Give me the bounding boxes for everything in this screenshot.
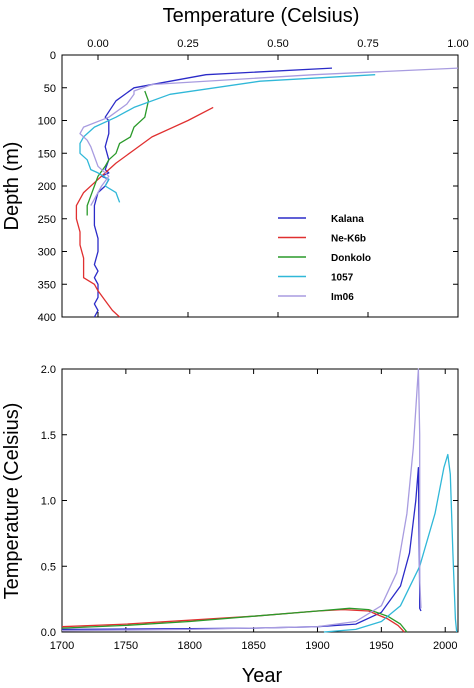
bottom-y-tick-label: 0.5 <box>41 561 56 573</box>
top-y-tick-label: 200 <box>38 181 56 193</box>
bottom-x-tick-label: 1750 <box>114 640 138 652</box>
top-y-ticks: 0 50 100 150 200 250 300 350 400 <box>38 50 458 324</box>
top-series-line-donkolo <box>86 90 150 216</box>
top-series-group <box>75 67 459 318</box>
top-x-axis-title: Temperature (Celsius) <box>163 5 360 27</box>
bottom-series-line-kalana <box>61 466 422 631</box>
top-y-tick-label: 400 <box>38 312 56 324</box>
bottom-x-tick-label: 1850 <box>241 640 265 652</box>
top-y-axis-title: Depth (m) <box>1 142 23 231</box>
depth-profile-chart: Temperature (Celsius) Depth (m) 0.00 0.25… <box>1 5 469 324</box>
legend-label-1057: 1057 <box>331 273 354 284</box>
bottom-series-line-im06 <box>61 368 422 632</box>
legend-label-donkolo: Donkolo <box>331 253 371 264</box>
top-x-tick-label: 0.50 <box>267 38 288 50</box>
bottom-y-ticks: 0.0 0.5 1.0 1.5 2.0 <box>41 364 458 639</box>
top-series-line-im06 <box>79 67 459 206</box>
top-series-line-ne-k6b <box>75 106 214 318</box>
bottom-x-tick-label: 1700 <box>50 640 74 652</box>
bottom-y-tick-label: 0.0 <box>41 627 56 639</box>
bottom-x-tick-label: 1900 <box>305 640 329 652</box>
temperature-history-chart: Temperature (Celsius) Year 1700 1750 1800 1… <box>1 364 459 687</box>
top-y-tick-label: 0 <box>50 50 56 62</box>
bottom-x-axis-title: Year <box>242 665 283 687</box>
legend-label-im06: Im06 <box>331 292 354 303</box>
top-y-tick-label: 150 <box>38 148 56 160</box>
top-y-tick-label: 350 <box>38 279 56 291</box>
top-y-tick-label: 300 <box>38 247 56 259</box>
top-y-tick-label: 250 <box>38 214 56 226</box>
top-x-tick-label: 1.00 <box>447 38 468 50</box>
top-series-line-kalana <box>93 67 333 318</box>
top-x-tick-label: 0.00 <box>87 38 108 50</box>
bottom-plot-frame <box>61 368 459 633</box>
bottom-y-axis-title: Temperature (Celsius) <box>1 403 23 600</box>
top-plot-frame <box>61 54 459 318</box>
bottom-y-tick-label: 2.0 <box>41 364 56 376</box>
top-x-tick-label: 0.75 <box>357 38 378 50</box>
top-y-tick-label: 50 <box>44 83 56 95</box>
bottom-series-group <box>61 368 458 633</box>
legend-label-kalana: Kalana <box>331 214 364 225</box>
top-x-tick-label: 0.25 <box>177 38 198 50</box>
bottom-x-tick-label: 1950 <box>369 640 393 652</box>
top-legend: Kalana Ne-K6b Donkolo 1057 Im06 <box>278 214 371 303</box>
top-y-tick-label: 100 <box>38 116 56 128</box>
top-series-line-1057 <box>79 74 376 203</box>
bottom-x-tick-label: 2000 <box>433 640 457 652</box>
bottom-y-tick-label: 1.5 <box>41 430 56 442</box>
bottom-series-line-1057 <box>323 453 458 633</box>
bottom-series-line-donkolo <box>61 607 408 633</box>
bottom-x-ticks: 1700 1750 1800 1850 1900 1950 2000 <box>50 369 457 652</box>
top-x-ticks: 0.00 0.25 0.50 0.75 1.00 <box>87 38 469 317</box>
bottom-y-tick-label: 1.0 <box>41 496 56 508</box>
bottom-x-tick-label: 1800 <box>177 640 201 652</box>
legend-label-ne-k6b: Ne-K6b <box>331 234 366 245</box>
